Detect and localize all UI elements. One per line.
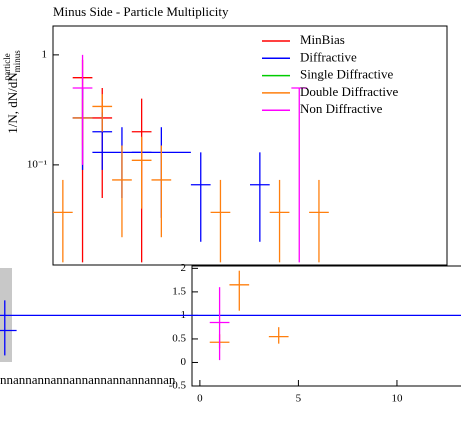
y-label-sup: particle: [2, 53, 12, 80]
y-tick-label: 0.5: [172, 332, 186, 344]
x-tick-label: 10: [391, 393, 403, 405]
ratio-text: nnannannannannannannannannan: [0, 372, 176, 387]
x-tick-label: 0: [197, 393, 203, 405]
legend-label: Diffractive: [300, 49, 357, 64]
y-tick-label: -0.5: [169, 380, 187, 392]
legend-label: Double Diffractive: [300, 84, 399, 99]
y-label-main: 1/N, dN/dN: [5, 72, 20, 134]
legend-label: Non Diffractive: [300, 101, 383, 116]
y-tick-label: 0: [181, 356, 187, 368]
y-label-sub: minus: [12, 50, 22, 73]
y-tick-label: 2: [181, 262, 187, 274]
x-tick-label: 5: [296, 393, 302, 405]
legend-label: Single Diffractive: [300, 67, 393, 82]
ratio-frame: [191, 265, 461, 387]
y-tick-label: 1.5: [172, 285, 186, 297]
y-tick-label: 10⁻¹: [27, 158, 47, 170]
y-axis-label: 1/N, dN/dNminusparticle: [2, 50, 22, 134]
legend-label: MinBias: [300, 32, 345, 47]
plot-frame: [52, 25, 448, 266]
y-tick-label: 1: [42, 48, 48, 60]
chart-title: Minus Side - Particle Multiplicity: [53, 4, 229, 19]
